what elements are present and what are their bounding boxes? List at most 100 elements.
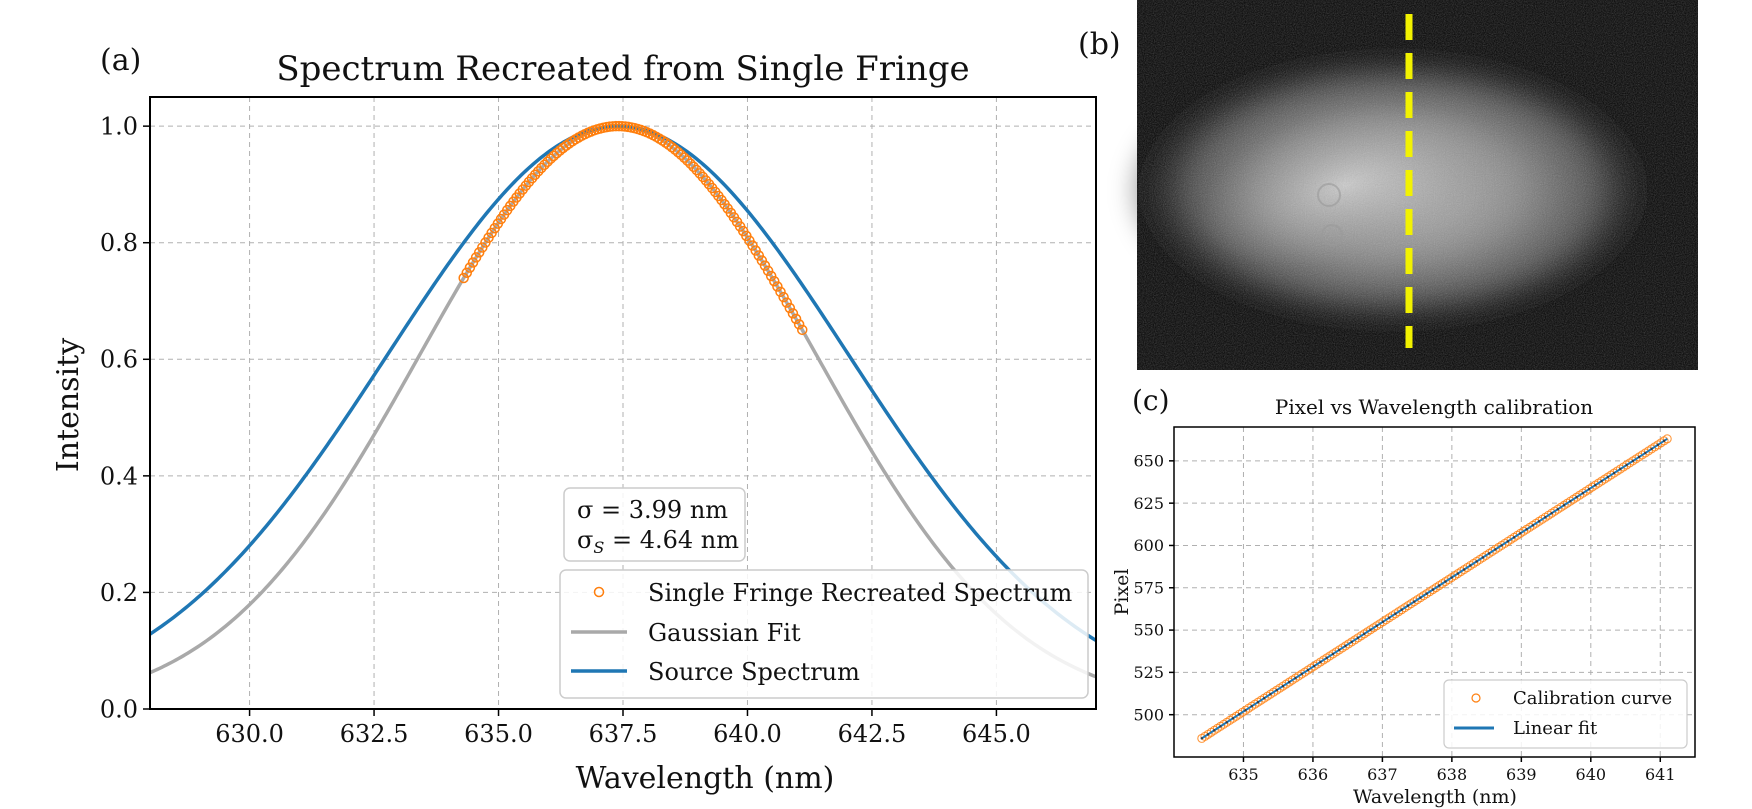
chart-c-xtick-label: 640 — [1576, 765, 1607, 784]
chart-a-annotation: σ = 3.99 nm σS = 4.64 nm — [563, 487, 746, 562]
fringe-marker-point — [685, 158, 696, 169]
fringe-marker-point — [756, 255, 768, 266]
calibration-point-center — [1494, 548, 1497, 551]
calibration-point-center — [1644, 451, 1647, 455]
calibration-point-center — [1356, 636, 1360, 640]
calibration-point-center — [1363, 632, 1366, 636]
calibration-point-center — [1375, 624, 1378, 628]
calibration-point-center — [1487, 552, 1491, 555]
calibration-point-center — [1275, 688, 1278, 692]
calibration-point-center — [1612, 471, 1616, 475]
calibration-point-center — [1606, 475, 1610, 479]
calibration-point-center — [1556, 508, 1560, 511]
calibration-point-center — [1269, 692, 1272, 696]
chart-a-legend: Single Fringe Recreated Spectrum Gaussia… — [559, 569, 1089, 699]
legend-label-linear-fit: Linear fit — [1513, 718, 1598, 739]
fringe-marker-point — [781, 297, 792, 308]
fringe-marker-point — [542, 156, 553, 167]
calibration-point-center — [1544, 516, 1547, 519]
calibration-point-center — [1306, 668, 1310, 672]
calibration-point-center — [1206, 733, 1210, 736]
calibration-point-center — [1450, 576, 1453, 579]
fringe-marker-point — [769, 275, 780, 287]
calibration-point-center — [1650, 447, 1653, 451]
fringe-marker-point — [765, 270, 777, 282]
fringe-marker-point — [787, 308, 799, 319]
calibration-point-center — [1244, 709, 1247, 712]
fringe-marker-point — [682, 155, 693, 166]
calibration-point-center — [1281, 684, 1285, 688]
chart-c-ytick-label: 525 — [1133, 663, 1164, 682]
calibration-point-center — [1594, 483, 1597, 487]
calibration-point — [1662, 434, 1672, 444]
calibration-point-center — [1537, 520, 1541, 523]
fringe-marker-point — [775, 286, 786, 298]
chart-a-ytick-label: 0.6 — [100, 346, 138, 374]
calibration-point-center — [1350, 640, 1353, 644]
chart-a-ytick-label: 0.2 — [100, 579, 138, 607]
calibration-point-center — [1456, 572, 1460, 575]
fringe-marker-point — [772, 281, 783, 292]
chart-c-axes-frame — [1173, 426, 1696, 758]
calibration-point-center — [1431, 588, 1435, 591]
chart-c-ytick-label: 500 — [1133, 705, 1164, 724]
chart-a-xtick-label: 642.5 — [838, 720, 907, 748]
legend-label-source: Source Spectrum — [648, 658, 860, 686]
fringe-marker-point — [762, 265, 774, 277]
calibration-point-center — [1325, 656, 1328, 660]
calibration-point-center — [1213, 729, 1216, 732]
fringe-marker-point — [666, 141, 678, 153]
fringe-marker-point — [545, 153, 556, 164]
chart-c-title: Pixel vs Wavelength calibration — [1275, 395, 1593, 419]
chart-a-series — [150, 120, 1096, 679]
fringe-marker-point — [669, 144, 681, 155]
calibration-point-center — [1444, 580, 1447, 583]
legend-label-gaussian: Gaussian Fit — [648, 619, 801, 647]
chart-a-ytick-label: 0.0 — [100, 695, 138, 723]
chart-c-ytick-label: 650 — [1133, 451, 1164, 470]
calibration-point-center — [1338, 648, 1341, 652]
calibration-point-center — [1519, 532, 1522, 535]
annotation-sigma-s: σS = 4.64 nm — [577, 526, 739, 557]
chart-a-xtick-label: 637.5 — [589, 720, 658, 748]
calibration-point-center — [1344, 644, 1347, 648]
calibration-point-center — [1662, 439, 1666, 443]
calibration-point-center — [1381, 620, 1385, 623]
calibration-point-center — [1250, 705, 1253, 708]
calibration-point-center — [1263, 696, 1266, 700]
chart-c-series — [1197, 434, 1672, 743]
annotation-sigma: σ = 3.99 nm — [577, 496, 728, 524]
chart-a-xtick-label: 635.0 — [464, 720, 533, 748]
chart-c-xtick-label: 635 — [1228, 765, 1259, 784]
chart-c-ytick-label: 550 — [1133, 621, 1164, 640]
calibration-point-center — [1562, 503, 1566, 507]
fringe-marker-point — [532, 166, 544, 177]
calibration-point-center — [1231, 717, 1235, 720]
fringe-marker-point — [793, 319, 805, 330]
fringe-marker-point — [790, 313, 802, 325]
panel-label-c: (c) — [1132, 384, 1170, 417]
calibration-point-center — [1331, 652, 1335, 656]
fringe-marker-point — [688, 161, 699, 173]
chart-a-title: Spectrum Recreated from Single Fringe — [276, 49, 969, 89]
fringe-marker-point — [675, 149, 687, 161]
calibration-point-center — [1475, 560, 1478, 563]
chart-c-xtick-label: 641 — [1645, 765, 1676, 784]
fringe-marker-point — [458, 272, 469, 284]
legend-label-fringe: Single Fringe Recreated Spectrum — [648, 579, 1072, 607]
fringe-marker-point — [536, 162, 547, 174]
chart-c-ytick-label: 600 — [1133, 536, 1164, 555]
chart-c-xtick-label: 637 — [1367, 765, 1398, 784]
fringe-marker-point — [796, 324, 808, 336]
calibration-point-center — [1569, 499, 1572, 503]
chart-a-ytick-label: 0.8 — [100, 229, 138, 257]
chart-a-ytick-label: 1.0 — [100, 113, 138, 141]
calibration-point-center — [1625, 463, 1628, 467]
speckle-beam — [1123, 0, 1698, 370]
calibration-point-center — [1631, 459, 1635, 463]
calibration-point-center — [1419, 596, 1422, 599]
calibration-point-center — [1225, 721, 1228, 724]
panel-label-a: (a) — [100, 43, 141, 78]
calibration-point-center — [1531, 524, 1535, 527]
calibration-point-center — [1587, 487, 1591, 491]
